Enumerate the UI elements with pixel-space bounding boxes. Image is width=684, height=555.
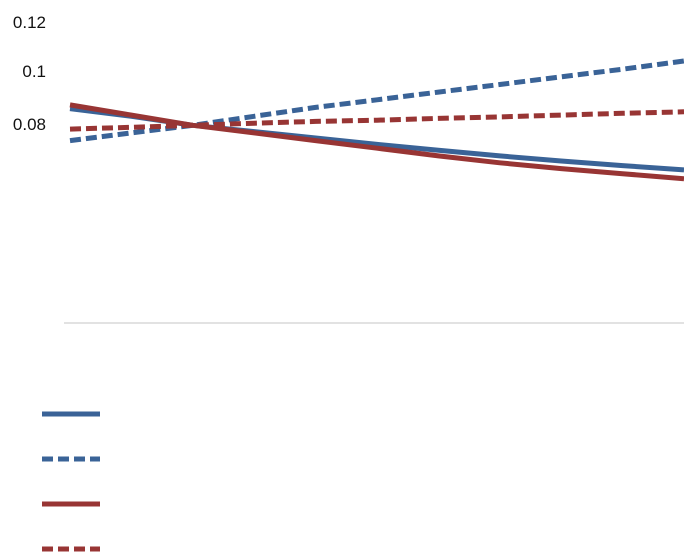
series-line-3 [69, 102, 684, 182]
plot-area [69, 58, 684, 182]
y-tick-label: 0.1 [22, 62, 46, 81]
y-axis: 0.12 0.1 0.08 [13, 13, 46, 134]
series-line-2 [69, 58, 684, 144]
y-tick-label: 0.08 [13, 115, 46, 134]
y-tick-label: 0.12 [13, 13, 46, 32]
legend [42, 411, 100, 552]
series-line-4 [69, 109, 684, 132]
